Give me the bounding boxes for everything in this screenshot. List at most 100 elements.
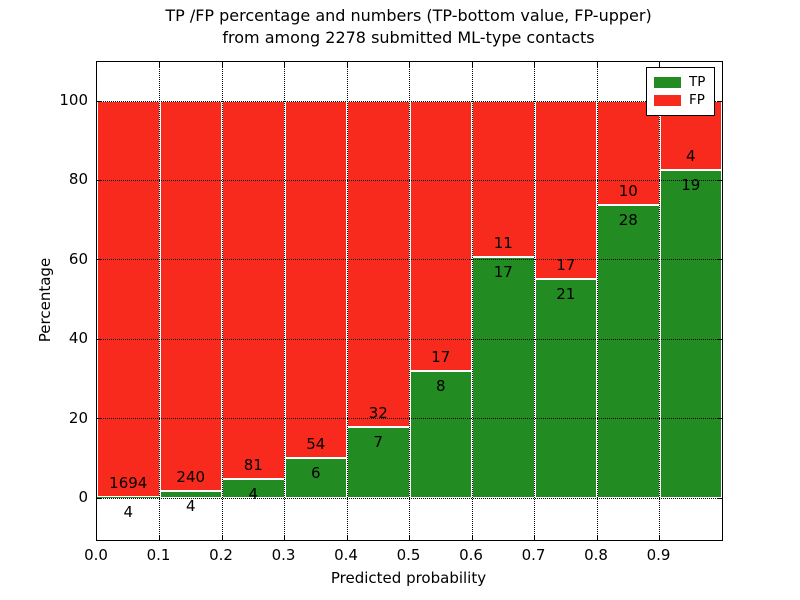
x-tick-mark bbox=[221, 535, 223, 540]
horizontal-gridline bbox=[97, 418, 722, 420]
bar-tp-5 bbox=[409, 370, 472, 498]
fp-count-label-8: 10 bbox=[618, 182, 638, 201]
tp-count-label-6: 17 bbox=[493, 262, 513, 281]
x-tick-label: 0.8 bbox=[584, 546, 608, 564]
x-tick-mark bbox=[659, 535, 660, 540]
bar-tp-9 bbox=[659, 170, 722, 498]
x-tick-mark bbox=[534, 535, 535, 540]
x-tick-mark bbox=[346, 535, 348, 540]
bar-fp-4 bbox=[347, 101, 410, 427]
vertical-gridline bbox=[284, 62, 285, 540]
bar-fp-0 bbox=[97, 101, 160, 498]
y-tick-label: 0 bbox=[78, 488, 88, 506]
bar-fp-3 bbox=[284, 101, 347, 459]
tp-count-label-9: 19 bbox=[681, 176, 701, 195]
x-tick-label: 0.4 bbox=[334, 546, 358, 564]
x-tick-mark bbox=[221, 62, 223, 67]
chart-title-line1: TP /FP percentage and numbers (TP-bottom… bbox=[165, 6, 652, 25]
y-tick-mark bbox=[97, 418, 102, 420]
tp-count-label-7: 21 bbox=[556, 284, 576, 303]
vertical-gridline bbox=[471, 62, 473, 540]
fp-count-label-0: 1694 bbox=[109, 474, 148, 493]
bar-tp-8 bbox=[597, 205, 660, 498]
vertical-gridline bbox=[221, 62, 223, 540]
vertical-gridline bbox=[596, 62, 598, 540]
bar-tp-3 bbox=[284, 458, 347, 498]
x-tick-mark bbox=[409, 535, 410, 540]
horizontal-gridline bbox=[97, 179, 722, 181]
y-tick-mark bbox=[717, 497, 722, 499]
y-tick-label: 20 bbox=[68, 408, 88, 427]
y-tick-mark bbox=[97, 100, 102, 102]
x-tick-mark bbox=[346, 62, 348, 67]
x-tick-mark bbox=[534, 62, 535, 67]
legend-item-fp: FP bbox=[654, 93, 707, 108]
fp-count-label-1: 240 bbox=[176, 468, 206, 487]
x-tick-mark bbox=[596, 62, 598, 67]
x-tick-mark bbox=[159, 62, 160, 67]
horizontal-gridline bbox=[97, 497, 722, 499]
x-tick-mark bbox=[471, 535, 473, 540]
x-tick-label: 0.3 bbox=[271, 546, 296, 564]
vertical-gridline bbox=[159, 62, 160, 540]
legend: TP FP bbox=[646, 67, 715, 116]
bar-fp-2 bbox=[222, 101, 285, 480]
y-tick-label: 80 bbox=[68, 170, 88, 189]
tp-count-label-8: 28 bbox=[618, 211, 638, 230]
x-tick-label: 0.7 bbox=[521, 546, 546, 564]
y-tick-mark bbox=[97, 497, 102, 499]
bar-fp-1 bbox=[159, 101, 222, 492]
tp-count-label-3: 6 bbox=[310, 464, 321, 483]
fp-count-label-3: 54 bbox=[306, 435, 326, 454]
y-tick-mark bbox=[97, 179, 102, 181]
x-tick-label: 0.1 bbox=[146, 546, 171, 564]
bar-fp-7 bbox=[534, 101, 597, 279]
y-tick-mark bbox=[717, 100, 722, 102]
tp-count-label-1: 4 bbox=[185, 497, 196, 516]
tp-count-label-0: 4 bbox=[123, 503, 134, 522]
y-tick-label: 60 bbox=[68, 249, 88, 268]
fp-swatch-icon bbox=[654, 95, 681, 106]
bar-tp-7 bbox=[534, 278, 597, 498]
bar-tp-6 bbox=[472, 256, 535, 498]
chart-title-line2: from among 2278 submitted ML-type contac… bbox=[222, 28, 595, 47]
x-tick-label: 0.0 bbox=[84, 546, 108, 564]
tp-swatch-icon bbox=[654, 77, 681, 88]
tp-count-label-4: 7 bbox=[373, 432, 384, 451]
x-tick-mark bbox=[409, 62, 410, 67]
chart-title: TP /FP percentage and numbers (TP-bottom… bbox=[96, 5, 721, 49]
x-tick-label: 0.2 bbox=[209, 546, 233, 564]
horizontal-gridline bbox=[97, 338, 722, 340]
horizontal-gridline bbox=[97, 100, 722, 102]
y-tick-label: 100 bbox=[59, 91, 88, 109]
y-tick-mark bbox=[717, 338, 722, 340]
x-tick-mark bbox=[284, 62, 285, 67]
x-tick-mark bbox=[596, 535, 598, 540]
x-tick-label: 0.5 bbox=[396, 546, 421, 564]
fp-count-label-5: 17 bbox=[431, 347, 451, 366]
vertical-gridline bbox=[409, 62, 410, 540]
y-tick-label: 40 bbox=[68, 329, 88, 348]
x-tick-mark bbox=[659, 62, 660, 67]
y-tick-mark bbox=[97, 338, 102, 340]
y-tick-mark bbox=[717, 418, 722, 420]
fp-count-label-2: 81 bbox=[243, 456, 263, 475]
plot-area: 1694 4 240 4 81 4 54 6 32 7 17 8 11 17 17 21 10 28 4 19 bbox=[96, 61, 723, 541]
x-tick-mark bbox=[471, 62, 473, 67]
vertical-gridline bbox=[534, 62, 535, 540]
fp-count-label-9: 4 bbox=[685, 147, 696, 166]
x-tick-label: 0.9 bbox=[646, 546, 671, 564]
x-tick-mark bbox=[284, 535, 285, 540]
legend-item-tp: TP bbox=[654, 75, 707, 90]
legend-label-tp: TP bbox=[689, 74, 706, 90]
vertical-gridline bbox=[346, 62, 348, 540]
x-axis-label: Predicted probability bbox=[330, 569, 487, 587]
x-tick-mark bbox=[159, 535, 160, 540]
fp-count-label-4: 32 bbox=[368, 403, 388, 422]
y-axis-label: Percentage bbox=[36, 257, 54, 343]
bar-fp-8 bbox=[597, 101, 660, 206]
x-tick-label: 0.6 bbox=[459, 546, 483, 564]
fp-count-label-6: 11 bbox=[493, 233, 513, 252]
legend-label-fp: FP bbox=[689, 92, 705, 108]
y-tick-mark bbox=[717, 259, 722, 261]
